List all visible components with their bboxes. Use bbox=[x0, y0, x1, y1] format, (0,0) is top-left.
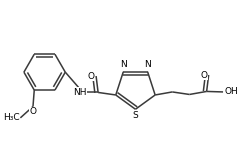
Text: O: O bbox=[29, 107, 36, 116]
Text: NH: NH bbox=[73, 88, 86, 97]
Text: O: O bbox=[200, 70, 206, 80]
Text: N: N bbox=[143, 60, 150, 69]
Text: N: N bbox=[120, 60, 127, 69]
Text: S: S bbox=[132, 111, 138, 120]
Text: O: O bbox=[87, 72, 94, 81]
Text: OH: OH bbox=[224, 87, 237, 96]
Text: H₃C: H₃C bbox=[3, 113, 20, 122]
